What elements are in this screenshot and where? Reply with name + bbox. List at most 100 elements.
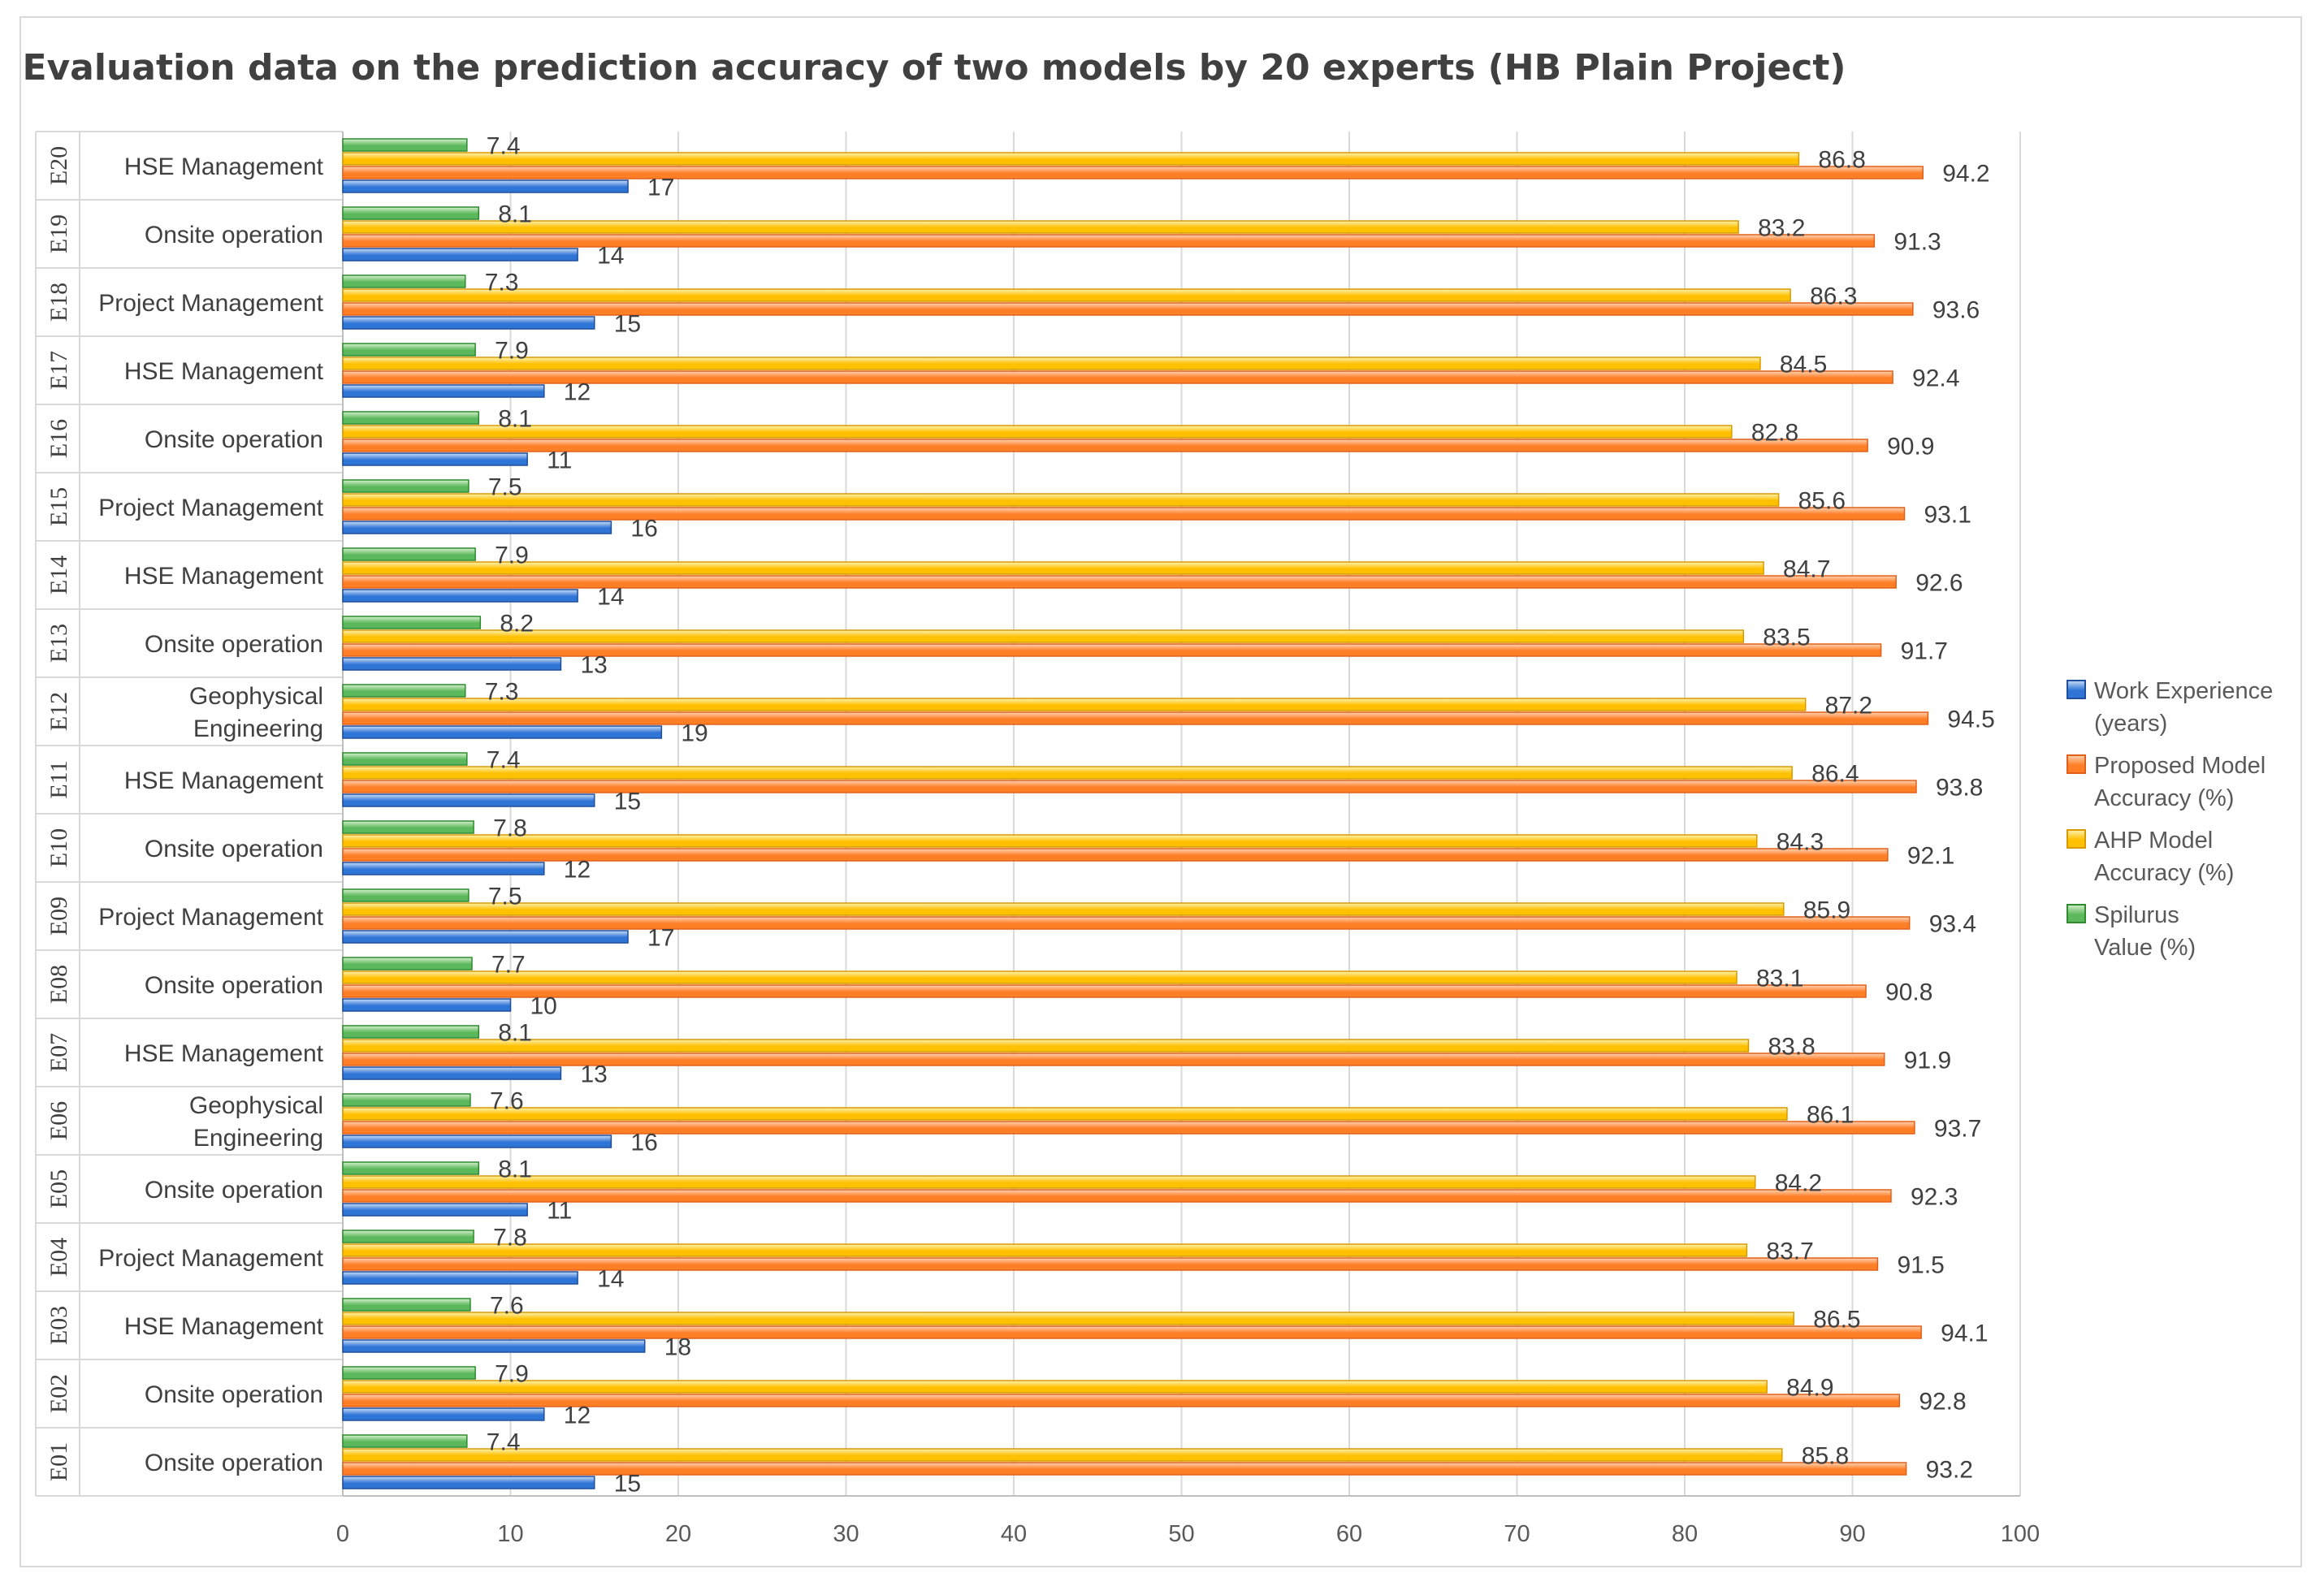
data-label-E17-series-3: 92.4 [1912,365,1959,392]
data-label-E10-series-4: 12 [564,857,591,884]
bar-E03-series-4 [342,1339,646,1353]
category-table [35,131,2020,1497]
bar-E06-series-2 [342,1107,1788,1121]
chart-title: Evaluation data on the prediction accura… [22,47,1846,89]
bar-E02-series-1 [342,1366,476,1380]
legend-label-1: Value (%) [2094,935,2196,961]
legend-label-3: Accuracy (%) [2094,785,2234,811]
bar-E11-series-4 [342,793,595,807]
category-label-E17: HSE Management [124,358,324,385]
category-label-E06: Geophysical [189,1092,323,1119]
bar-E08-series-3 [342,984,1867,998]
bar-E10-series-2 [342,834,1758,848]
data-label-E17-series-4: 12 [564,379,591,406]
data-label-E09-series-2: 85.9 [1803,897,1850,924]
data-label-E15-series-1: 7.5 [488,474,522,501]
category-label-E15: Project Management [98,495,323,521]
data-label-E12-series-1: 7.3 [485,679,519,706]
category-id-E01: E01 [45,1442,72,1481]
category-id-E15: E15 [45,487,72,526]
bar-E06-series-1 [342,1093,471,1107]
data-label-E01-series-3: 93.2 [1926,1457,1973,1484]
category-id-E08: E08 [45,965,72,1004]
bar-E05-series-4 [342,1203,528,1217]
bar-E18-series-1 [342,274,466,288]
legend-label-1: Spilurus [2094,902,2179,928]
data-label-E14-series-1: 7.9 [495,542,529,569]
bar-E06-series-4 [342,1135,612,1148]
category-id-E14: E14 [45,555,72,594]
bar-E01-series-3 [342,1462,1907,1476]
x-tick-label: 80 [1672,1521,1698,1547]
data-label-E19-series-3: 91.3 [1893,229,1941,256]
data-label-E11-series-4: 15 [614,789,641,815]
data-label-E20-series-4: 17 [647,175,674,201]
data-label-E06-series-1: 7.6 [490,1088,524,1115]
bar-E01-series-2 [342,1448,1783,1462]
bar-E07-series-3 [342,1053,1885,1066]
category-id-E16: E16 [45,419,72,458]
data-label-E08-series-2: 83.1 [1756,966,1803,992]
category-id-E19: E19 [45,214,72,253]
data-label-E01-series-1: 7.4 [487,1429,521,1456]
x-tick-label: 90 [1839,1521,1865,1547]
category-id-E18: E18 [45,283,72,322]
bar-E03-series-1 [342,1298,471,1312]
bar-E15-series-3 [342,507,1906,521]
bar-E12-series-2 [342,698,1807,711]
data-label-E11-series-1: 7.4 [487,747,521,774]
category-id-E02: E02 [45,1374,72,1413]
legend-swatch-4 [2066,680,2086,699]
data-label-E03-series-1: 7.6 [490,1293,524,1320]
bar-E10-series-4 [342,862,545,875]
bar-E02-series-4 [342,1407,545,1421]
bar-E20-series-2 [342,152,1800,166]
legend-label-2: AHP Model [2094,828,2213,854]
x-tick-label: 70 [1504,1521,1530,1547]
category-label-E14: HSE Management [124,563,324,590]
x-tick-label: 50 [1168,1521,1194,1547]
bar-E04-series-2 [342,1243,1748,1257]
data-label-E10-series-3: 92.1 [1907,843,1954,870]
category-id-E17: E17 [45,351,72,390]
bar-E13-series-2 [342,629,1745,643]
data-label-E13-series-3: 91.7 [1901,638,1948,665]
legend-label-4: Work Experience [2094,678,2273,704]
category-id-E05: E05 [45,1169,72,1208]
category-id-E07: E07 [45,1033,72,1072]
data-label-E14-series-4: 14 [597,584,624,611]
bar-E11-series-3 [342,780,1917,793]
data-label-E09-series-3: 93.4 [1929,911,1976,938]
bar-E01-series-1 [342,1434,468,1448]
data-label-E12-series-4: 19 [681,720,708,747]
category-label-E08: Onsite operation [145,972,323,999]
data-label-E19-series-1: 8.1 [498,201,532,228]
data-label-E16-series-4: 11 [547,447,572,474]
data-label-E15-series-3: 93.1 [1924,502,1971,529]
legend: Work Experience (years) Proposed Model Accu… [2066,678,2273,961]
category-id-E03: E03 [45,1306,72,1345]
bar-E19-series-1 [342,206,480,220]
data-label-E14-series-2: 84.7 [1783,556,1830,583]
data-label-E02-series-1: 7.9 [495,1361,529,1388]
bar-E19-series-3 [342,234,1876,248]
category-label-E02: Onsite operation [145,1381,323,1408]
data-labels: 7.4 85.8 93.2 15 7.9 84.9 92.8 12 7.6 86.5 94.1 18 7… [485,133,1995,1498]
legend-label-3: Proposed Model [2094,753,2266,779]
category-label-E04: Project Management [98,1245,323,1272]
category-label-E03: HSE Management [124,1313,324,1340]
bar-E17-series-3 [342,370,1893,384]
bar-E14-series-3 [342,575,1897,589]
bar-E06-series-3 [342,1121,1915,1135]
category-label-E06: Engineering [193,1125,323,1152]
data-label-E10-series-1: 7.8 [493,815,527,842]
data-label-E13-series-1: 8.2 [500,611,534,638]
bar-E16-series-1 [342,411,480,425]
bar-E05-series-2 [342,1175,1756,1189]
data-label-E12-series-3: 94.5 [1947,707,1994,733]
bar-E07-series-1 [342,1025,480,1039]
bar-E05-series-3 [342,1189,1892,1203]
data-label-E06-series-4: 16 [630,1130,657,1156]
bars-group [342,138,1929,1489]
bar-E15-series-2 [342,493,1780,507]
